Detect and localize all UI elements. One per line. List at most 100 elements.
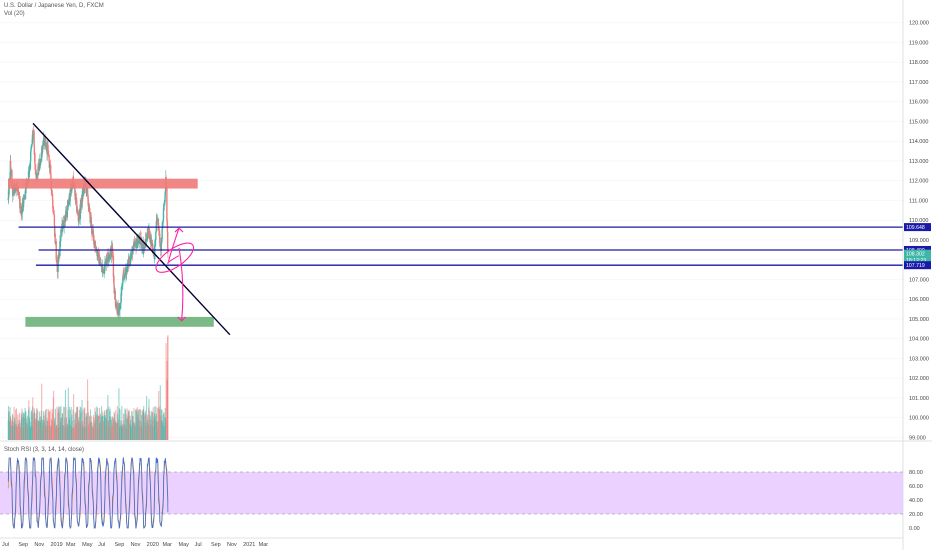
volume-bar [51,419,53,440]
candle-body [59,241,61,257]
volume-bar [36,408,38,440]
candle-body [16,186,19,192]
candle-body [130,254,132,260]
volume-bar [161,422,163,440]
candle-body [52,199,54,209]
candle-body [62,221,64,229]
volume-bar [165,342,167,440]
volume-bar [139,409,141,440]
volume-bar [12,425,14,440]
annotation-swoosh [167,255,180,265]
volume-bar [123,420,125,440]
time-tick-label: May [179,542,190,548]
volume-bar [167,335,169,440]
volume-bar [56,406,58,440]
volume-bar [69,409,71,440]
volume-bar [91,426,93,440]
volume-bar [56,427,58,440]
stoch-label: Stoch RSI (3, 3, 14, 14, close) [4,447,85,453]
resistance-zone [8,178,198,189]
volume-bar [41,383,43,440]
candle-body [87,205,90,211]
stoch-tick-label: 20.00 [909,512,923,518]
drawings [8,122,903,336]
candle-body [32,130,34,132]
candle-body [139,236,141,238]
volume-bar [8,420,10,440]
candle-body [158,230,161,234]
volume-bar [115,423,117,440]
candle-body [112,255,115,277]
price-tag-label: 18:12:23 [906,258,926,264]
candle-body [51,189,53,195]
price-tick-label: 115.000 [909,119,928,125]
volume-bar [38,420,40,440]
candle-body [114,290,116,300]
volume-bar [128,409,130,440]
volume-bar [158,391,160,440]
candle-body [34,164,36,170]
price-tag-label: 109.648 [906,225,925,231]
candle-body [154,245,156,260]
candle-body [43,138,46,146]
time-tick-label: Nov [131,542,141,548]
price-tick-label: 99.000 [909,435,926,441]
stoch-tick-label: 60.00 [909,484,923,490]
volume-bars [7,335,169,440]
price-tick-label: 106.000 [909,297,929,303]
candle-body [156,218,159,220]
volume-bar [77,406,79,440]
volume-bar [150,411,152,440]
candle-body [162,208,165,220]
volume-bar [143,412,145,440]
volume-bar [102,420,104,440]
volume-bar [154,420,156,440]
volume-bar [107,394,109,440]
candle-body [12,184,14,197]
volume-bar [44,410,46,440]
candle-body [69,189,71,201]
candle-body [164,191,167,195]
candle-body [135,238,138,245]
time-axis[interactable]: Jul Sep Nov 2019 Mar May Jul Sep Nov 2020 Mar May Ju… [0,537,903,548]
volume-bar [53,390,55,440]
time-tick-label: May [82,542,93,548]
volume-bar [108,406,110,440]
candle-body [155,221,158,232]
volume-bar [126,418,128,440]
candle-body [163,202,165,205]
candle-body [30,144,33,149]
volume-bar [47,408,49,440]
time-tick-label: Sep [18,542,28,548]
downtrend-line [32,122,231,336]
volume-bar [40,416,42,440]
candle-body [8,183,10,195]
volume-bar [163,426,165,440]
candle-body [76,209,79,213]
price-tag-label: 108.302 [906,252,925,258]
volume-bar [141,410,143,440]
price-tick-label: 110.000 [909,218,928,224]
time-tick-label: Sep [211,542,221,548]
candle-body [97,251,99,257]
candle-body [106,261,108,262]
candle-body [139,236,141,245]
volume-bar [97,416,99,440]
volume-bar [62,425,64,440]
volume-bar [119,409,121,440]
candle-body [45,143,47,149]
stoch-band [0,472,903,514]
candle-body [51,194,54,200]
volume-bar [113,413,116,440]
candle-body [121,285,123,290]
candle-body [160,243,163,251]
price-axis[interactable]: 99.000 100.000 101.000 102.000 103.000 104.00… [902,0,931,550]
volume-bar [134,425,136,440]
volume-bar [147,420,149,440]
candle-body [143,246,145,248]
stoch-rsi-pane [0,456,903,530]
volume-bar [93,421,95,440]
volume-bar [152,407,154,440]
